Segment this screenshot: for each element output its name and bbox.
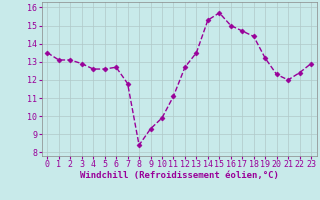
X-axis label: Windchill (Refroidissement éolien,°C): Windchill (Refroidissement éolien,°C) (80, 171, 279, 180)
